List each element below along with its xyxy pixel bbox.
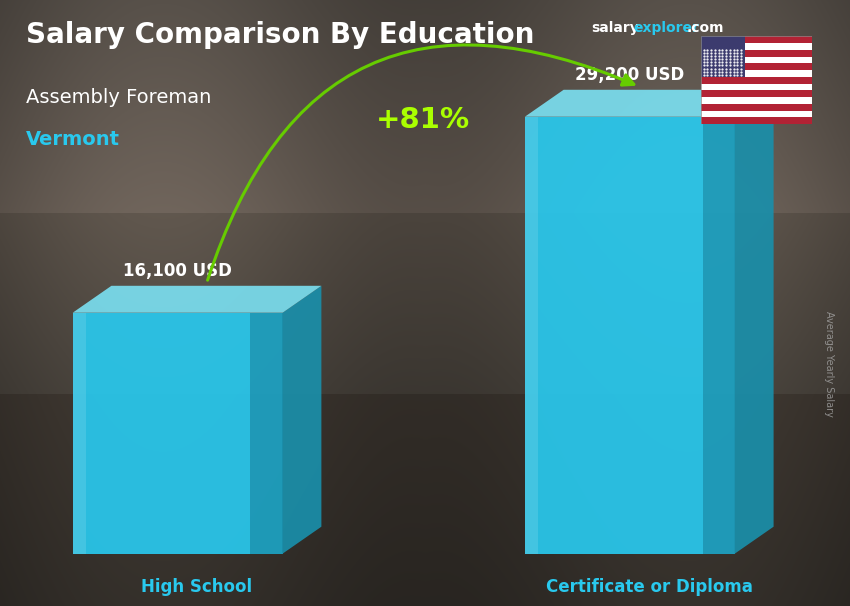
Text: +81%: +81% (376, 107, 470, 135)
Polygon shape (701, 70, 812, 77)
Polygon shape (701, 43, 812, 50)
Polygon shape (701, 104, 812, 111)
Polygon shape (524, 117, 538, 554)
Polygon shape (73, 313, 282, 554)
Text: 29,200 USD: 29,200 USD (575, 66, 684, 84)
Polygon shape (524, 90, 774, 117)
Text: .com: .com (687, 21, 724, 35)
Polygon shape (734, 90, 774, 554)
Polygon shape (701, 118, 812, 124)
Polygon shape (73, 286, 321, 313)
Text: Vermont: Vermont (26, 130, 120, 149)
Polygon shape (73, 313, 86, 554)
Polygon shape (701, 90, 812, 97)
Text: salary: salary (591, 21, 638, 35)
Polygon shape (701, 36, 812, 43)
Polygon shape (702, 117, 734, 554)
Polygon shape (701, 50, 812, 56)
Text: 16,100 USD: 16,100 USD (123, 262, 232, 280)
Text: Assembly Foreman: Assembly Foreman (26, 88, 211, 107)
Text: Certificate or Diploma: Certificate or Diploma (546, 578, 752, 596)
Text: explorer: explorer (633, 21, 699, 35)
Polygon shape (250, 313, 282, 554)
Polygon shape (282, 286, 321, 554)
Polygon shape (701, 64, 812, 70)
Text: Salary Comparison By Education: Salary Comparison By Education (26, 21, 534, 49)
Polygon shape (701, 56, 812, 64)
Polygon shape (701, 97, 812, 104)
Polygon shape (701, 111, 812, 118)
Polygon shape (701, 84, 812, 90)
Polygon shape (701, 77, 812, 84)
Polygon shape (701, 36, 745, 77)
Polygon shape (524, 117, 734, 554)
Text: Average Yearly Salary: Average Yearly Salary (824, 311, 834, 416)
Text: High School: High School (141, 578, 252, 596)
